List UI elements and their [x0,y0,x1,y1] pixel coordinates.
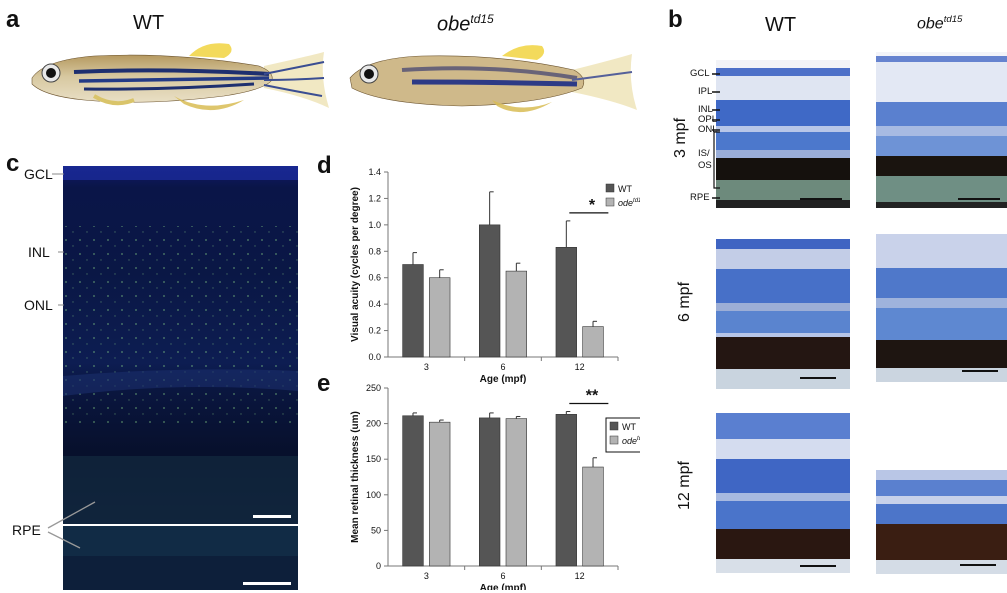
panel-letter-d: d [317,152,332,179]
y-tick-label: 250 [366,383,381,393]
x-tick-label: 3 [424,362,429,372]
label-inl-b: INL [698,104,713,115]
row-label-12mpf: 12 mpf [676,461,693,510]
label-gcl-c: GCL [24,166,53,182]
legend-label: odetd15 [618,198,640,208]
label-onl-b: ONL [698,124,718,135]
legend-label: WT [622,422,636,432]
bar-wt-3 [402,415,424,567]
scale-bar [958,198,1000,200]
label-is-b: IS/ [698,148,710,159]
legend-swatch [609,421,619,431]
scale-bar [960,564,996,566]
y-tick-label: 150 [366,454,381,464]
label-os-b: OS [698,160,712,171]
scale-bar [800,565,836,567]
x-tick-label: 3 [424,571,429,581]
row-label-6mpf: 6 mpf [676,281,693,322]
label-inl-c: INL [28,244,50,260]
legend-label: WT [618,184,632,194]
x-tick-label: 12 [575,362,585,372]
panel-letter-c: c [6,150,20,177]
panel-a-wt-label: WT [133,12,165,34]
legend-label: odetd15 [622,436,640,446]
y-tick-label: 0.4 [368,299,381,309]
chart-visual-acuity: 0.0 0.2 0.4 0.6 0.8 1.0 1.2 1.4 3 6 12 * Age (mpf) Vi… [350,167,640,385]
bar-ode-12 [582,466,604,567]
y-tick-label: 50 [371,525,381,535]
y-tick-label: 1.4 [368,167,381,177]
scale-bar [800,198,842,200]
row-label-3mpf: 3 mpf [672,117,689,158]
label-rpe-b: RPE [690,192,710,203]
fluorescence-image-main [63,166,298,524]
histology-mutant-6mpf [876,222,1007,382]
y-tick-label: 0.2 [368,326,381,336]
histology-wt-12mpf [716,405,850,573]
y-axis-label: Mean retinal thickness (um) [350,411,361,543]
legend-swatch [609,435,619,445]
y-tick-label: 0.0 [368,352,381,362]
y-axis-label: Visual acuity (cycles per degree) [350,187,361,342]
panel-b-mutant-label: obetd15 [917,14,963,33]
y-tick-label: 1.0 [368,220,381,230]
y-tick-label: 0.8 [368,246,381,256]
panel-letter-a: a [6,6,20,33]
panel-letter-e: e [317,370,331,397]
panel-b-wt-label: WT [765,14,797,36]
bar-wt-6 [479,417,501,567]
x-tick-label: 6 [500,571,505,581]
label-onl-c: ONL [24,297,53,313]
panel-b-layer-ticks [712,73,720,199]
histology-mutant-3mpf [876,52,1007,208]
histology-wt-3mpf [716,60,850,208]
label-rpe-c: RPE [12,522,41,538]
scale-bar [800,377,836,379]
scale-bar-inset [243,582,291,585]
scale-bar [253,515,291,518]
y-tick-label: 0.6 [368,273,381,283]
panel-letter-b: b [668,6,683,33]
x-tick-label: 6 [500,362,505,372]
label-gcl-b: GCL [690,68,710,79]
bar-wt-12 [555,247,577,358]
bar-wt-3 [402,264,424,358]
mutant-fish-image [349,45,637,113]
bar-ode-3 [429,277,451,358]
panel-c-leader-lines [47,173,96,549]
y-tick-label: 1.2 [368,193,381,203]
x-axis-label: Age (mpf) [480,374,527,385]
wt-fish-image [31,43,329,111]
significance-marker: ** [586,387,599,404]
legend-swatch [605,197,615,207]
y-tick-label: 200 [366,419,381,429]
significance-marker: * [589,197,596,214]
label-ipl-b: IPL [698,86,713,97]
histology-mutant-12mpf [876,470,1007,574]
panel-a-mutant-label: obetd15 [437,12,494,36]
fluorescence-image-inset [63,526,298,590]
label-opl-b: OPL [698,114,718,125]
bar-ode-3 [429,421,451,567]
bar-wt-12 [555,414,577,567]
y-tick-label: 0 [376,561,381,571]
x-tick-label: 12 [575,571,585,581]
bar-ode-12 [582,326,604,358]
bar-wt-6 [479,224,501,358]
bar-ode-6 [505,270,528,358]
legend-swatch [605,183,615,193]
chart-retinal-thickness: 0 50 100 150 200 250 3 6 12 ** Age (mpf) Mean retin… [350,383,640,590]
y-tick-label: 100 [366,490,381,500]
x-axis-label: Age (mpf) [480,583,527,590]
bar-ode-6 [505,418,528,567]
histology-wt-6mpf [716,227,850,389]
scale-bar [962,370,998,372]
